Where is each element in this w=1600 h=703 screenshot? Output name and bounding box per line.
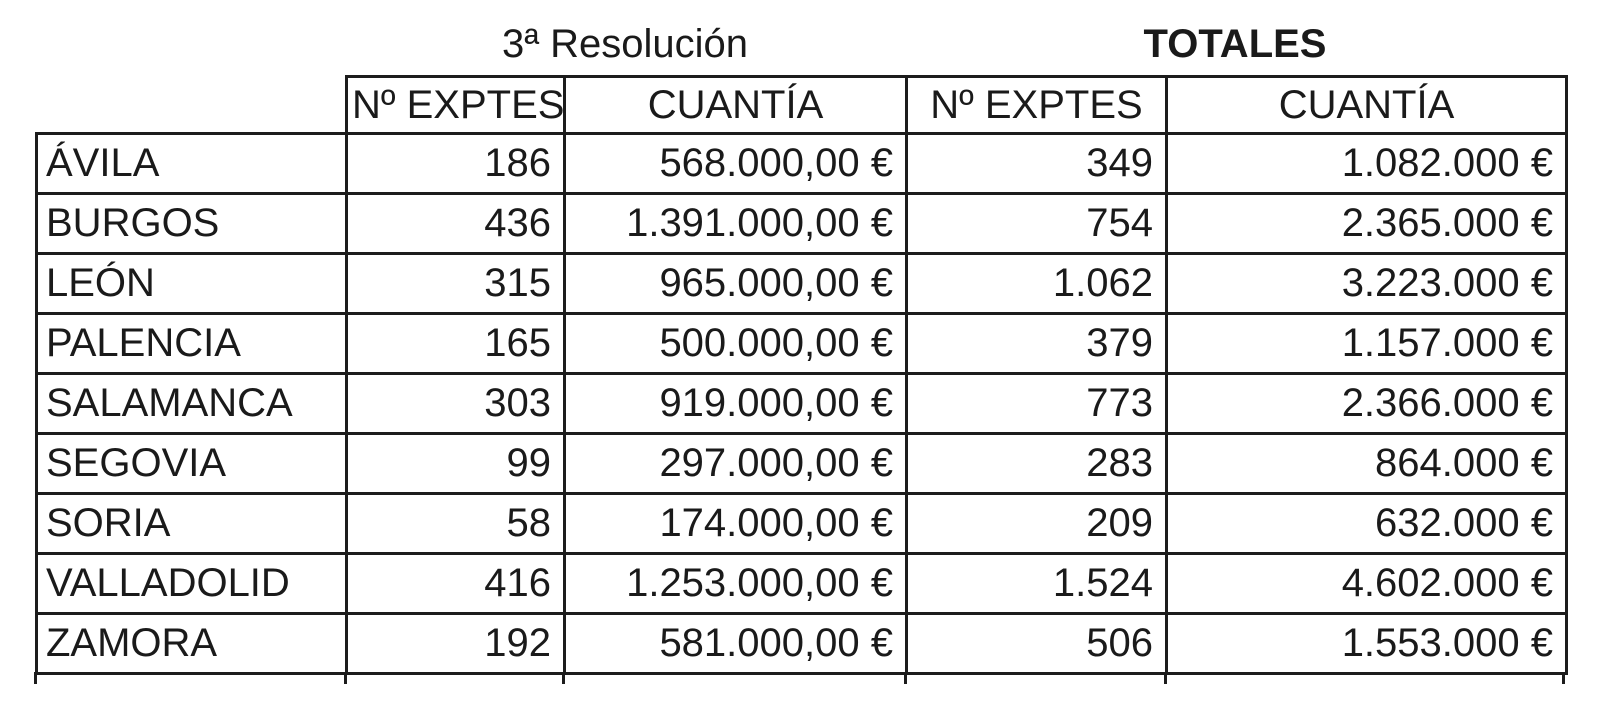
column-header-row: Nº EXPTES CUANTÍA Nº EXPTES CUANTÍA xyxy=(37,75,1568,135)
table-row: SEGOVIA 99 297.000,00 € 283 864.000 € xyxy=(35,432,1568,495)
total-exptes-cell: 209 xyxy=(905,492,1168,555)
res3-cuantia-cell: 174.000,00 € xyxy=(563,492,908,555)
province-cell: BURGOS xyxy=(35,192,348,255)
blank-corner-cell xyxy=(37,77,347,134)
total-exptes-cell: 379 xyxy=(905,312,1168,375)
res3-cuantia-cell: 965.000,00 € xyxy=(563,252,908,315)
res3-cuantia-cell: 297.000,00 € xyxy=(563,432,908,495)
group-header-totales: TOTALES xyxy=(1143,22,1327,66)
province-cell: SALAMANCA xyxy=(35,372,348,435)
res3-exptes-cell: 315 xyxy=(345,252,566,315)
province-cell: LEÓN xyxy=(35,252,348,315)
table-gridline-stub xyxy=(562,672,565,684)
res3-exptes-cell: 416 xyxy=(345,552,566,615)
col-header-total-exptes: Nº EXPTES xyxy=(905,75,1168,135)
res3-cuantia-cell: 1.253.000,00 € xyxy=(563,552,908,615)
total-cuantia-cell: 632.000 € xyxy=(1165,492,1568,555)
province-data-table: Nº EXPTES CUANTÍA Nº EXPTES CUANTÍA ÁVIL… xyxy=(35,75,1568,675)
table-gridline-stub xyxy=(34,672,37,684)
table-row: SORIA 58 174.000,00 € 209 632.000 € xyxy=(35,492,1568,555)
table-row: ÁVILA 186 568.000,00 € 349 1.082.000 € xyxy=(35,132,1568,195)
province-cell: ÁVILA xyxy=(35,132,348,195)
province-cell: PALENCIA xyxy=(35,312,348,375)
total-exptes-cell: 1.524 xyxy=(905,552,1168,615)
res3-exptes-cell: 192 xyxy=(345,612,566,675)
total-exptes-cell: 506 xyxy=(905,612,1168,675)
table-row: PALENCIA 165 500.000,00 € 379 1.157.000 … xyxy=(35,312,1568,375)
res3-exptes-cell: 186 xyxy=(345,132,566,195)
total-exptes-cell: 754 xyxy=(905,192,1168,255)
table-gridline-stub xyxy=(1164,672,1167,684)
total-cuantia-cell: 1.553.000 € xyxy=(1165,612,1568,675)
col-header-total-cuantia: CUANTÍA xyxy=(1165,75,1568,135)
province-cell: SEGOVIA xyxy=(35,432,348,495)
total-exptes-cell: 773 xyxy=(905,372,1168,435)
province-cell: ZAMORA xyxy=(35,612,348,675)
table-gridline-stub xyxy=(344,672,347,684)
col-header-res3-cuantia: CUANTÍA xyxy=(563,75,908,135)
total-exptes-cell: 283 xyxy=(905,432,1168,495)
table-row: VALLADOLID 416 1.253.000,00 € 1.524 4.60… xyxy=(35,552,1568,615)
total-exptes-cell: 349 xyxy=(905,132,1168,195)
res3-cuantia-cell: 500.000,00 € xyxy=(563,312,908,375)
res3-cuantia-cell: 568.000,00 € xyxy=(563,132,908,195)
province-cell: SORIA xyxy=(35,492,348,555)
res3-exptes-cell: 58 xyxy=(345,492,566,555)
table-row: SALAMANCA 303 919.000,00 € 773 2.366.000… xyxy=(35,372,1568,435)
res3-cuantia-cell: 581.000,00 € xyxy=(563,612,908,675)
total-cuantia-cell: 864.000 € xyxy=(1165,432,1568,495)
res3-cuantia-cell: 1.391.000,00 € xyxy=(563,192,908,255)
province-cell: VALLADOLID xyxy=(35,552,348,615)
total-cuantia-cell: 1.157.000 € xyxy=(1165,312,1568,375)
total-cuantia-cell: 2.366.000 € xyxy=(1165,372,1568,435)
res3-exptes-cell: 303 xyxy=(345,372,566,435)
res3-cuantia-cell: 919.000,00 € xyxy=(563,372,908,435)
table-row: ZAMORA 192 581.000,00 € 506 1.553.000 € xyxy=(35,612,1568,675)
total-cuantia-cell: 1.082.000 € xyxy=(1165,132,1568,195)
table-gridline-stub xyxy=(1562,672,1565,684)
total-cuantia-cell: 4.602.000 € xyxy=(1165,552,1568,615)
table-row: BURGOS 436 1.391.000,00 € 754 2.365.000 … xyxy=(35,192,1568,255)
total-cuantia-cell: 2.365.000 € xyxy=(1165,192,1568,255)
res3-exptes-cell: 99 xyxy=(345,432,566,495)
res3-exptes-cell: 165 xyxy=(345,312,566,375)
group-header-resolucion: 3ª Resolución xyxy=(501,22,749,66)
total-cuantia-cell: 3.223.000 € xyxy=(1165,252,1568,315)
table-row: LEÓN 315 965.000,00 € 1.062 3.223.000 € xyxy=(35,252,1568,315)
total-exptes-cell: 1.062 xyxy=(905,252,1168,315)
col-header-res3-exptes: Nº EXPTES xyxy=(345,75,566,135)
res3-exptes-cell: 436 xyxy=(345,192,566,255)
table-gridline-stub xyxy=(904,672,907,684)
